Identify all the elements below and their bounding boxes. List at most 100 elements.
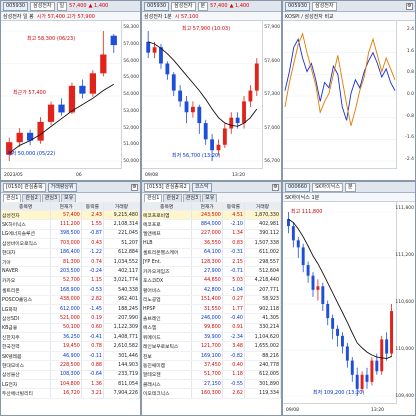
table-row[interactable]: 삼성SDI 521,000 0.19 207,990 [1,313,140,324]
settings-icon[interactable]: ⚙ [272,183,279,191]
percent-tick: 1.6 [406,48,414,54]
table-row[interactable]: HLB 36,550 0.83 1,507,338 [142,238,281,249]
table-row[interactable]: 에코프로 884,000 -2.10 402,981 [142,219,281,230]
volume-cell: 612,884 [103,248,140,258]
period-button[interactable]: 분 [344,182,356,192]
table-row[interactable]: 위메이드 39,900 -2.34 1,104,620 [142,332,281,343]
stock-code-input[interactable]: 005930 [3,1,29,11]
table-row[interactable]: 알테오젠 51,700 1.18 612,005 [142,370,281,381]
table-row[interactable]: 삼성물산 108,300 -0.64 233,719 [1,370,140,381]
change-rate-cell: -0.64 [81,370,104,381]
table-row[interactable]: 레인보우로보틱스 121,700 3.48 1,655,002 [142,341,281,352]
column-header[interactable]: 현재가 [191,202,223,211]
group-select[interactable]: 거래량상위 [47,182,77,192]
table-row[interactable]: LG에너지솔루션 398,500 -0.87 221,045 [1,229,140,240]
tab-watch-3[interactable]: 관심3 [182,194,202,202]
price-cell: 46,900 [50,351,82,362]
settings-icon[interactable]: ⚙ [131,183,138,191]
percent-axis: 2.4 1.6 0.8 0.0 -0.8 -1.6 -2.4 [396,21,415,169]
table-row[interactable]: LG화학 612,000 -1.45 188,245 [1,304,140,315]
column-header[interactable]: 등락률 [222,202,245,211]
tab-holdings[interactable]: 보유 [202,194,218,202]
table-row[interactable]: POSCO홀딩스 438,000 2.82 962,401 [1,295,140,305]
settings-icon[interactable]: ⚙ [406,2,413,10]
table-row[interactable]: 리노공업 151,400 0.27 58,923 [142,295,281,305]
change-rate-cell: 0.74 [81,257,104,268]
tab-watch-2[interactable]: 관심2 [163,194,182,202]
price-cell: 111,200 [50,219,82,230]
table-row[interactable]: SK하이닉스 111,200 1.55 2,108,314 [1,219,140,230]
table-row[interactable]: 동진쎄미켐 37,450 0.40 240,778 [142,360,281,371]
tab-watch-1[interactable]: 관심1 [144,194,163,202]
table-row[interactable]: 천보 169,100 -0.82 88,216 [142,351,281,362]
tab-watch-2[interactable]: 관심2 [22,194,41,202]
table-row[interactable]: SK텔레콤 46,900 -0.11 301,446 [1,351,140,362]
price-cell: 246,000 [191,313,223,324]
table-row[interactable]: 신한지주 36,250 -0.41 1,408,771 [1,332,140,343]
column-header[interactable]: 종목명 [1,202,52,211]
stock-name-cell: 두산에너빌리티 [1,388,52,399]
stock-name-cell: 셀트리온헬스케어 [142,248,193,258]
low-price-annotation: 최저 50,000 (05/22) [7,151,56,157]
tab-watch-3[interactable]: 관심3 [41,194,61,202]
stock-name-cell: 현대모비스 [1,360,52,371]
column-header[interactable]: 거래량 [244,202,281,211]
change-rate-cell: 2.15 [222,257,245,268]
change-rate-cell: -2.34 [222,332,245,343]
tab-watch-1[interactable]: 관심1 [3,194,22,202]
table-row[interactable]: HPSP 31,550 1.77 902,118 [142,304,281,315]
stock-name-cell: 삼성물산 [1,370,52,381]
period-button[interactable]: 일 [56,1,68,11]
tab-holdings[interactable]: 보유 [61,194,77,202]
stock-name-cell: 셀트리온 [1,285,52,296]
table-row[interactable]: 셀트리온 168,900 -0.53 540,338 [1,285,140,296]
price-cell: 203,500 [50,266,82,277]
stock-name-cell: 카카오 [1,276,52,287]
table-row[interactable]: 현대모비스 228,500 0.88 144,903 [1,360,140,371]
open-price-label: 시 57,100 [174,13,199,20]
column-header[interactable]: 현재가 [50,202,82,211]
stock-code-input[interactable]: 005930 [285,1,311,11]
table-row[interactable]: JYP Ent. 128,300 2.15 298,557 [142,257,281,268]
table-row[interactable]: 삼성전자 57,400 2.43 9,215,480 [1,210,140,221]
group-select[interactable]: 코스닥 [191,182,212,192]
table-row[interactable]: 에스엠 99,800 0.91 330,214 [142,323,281,334]
stock-code-input[interactable]: 005930 [144,1,170,11]
table-row[interactable]: 한국전력 19,450 0.78 2,610,582 [1,341,140,352]
table-row[interactable]: 펄어비스 42,800 -1.04 207,771 [142,285,281,296]
column-header[interactable]: 등락률 [81,202,104,211]
change-rate-cell: -0.24 [81,266,104,277]
price-cell: 228,500 [50,360,82,371]
price-tick: 56,000 [123,58,139,64]
stock-name-cell: 포스코DX [142,276,193,287]
table-row[interactable]: 포스코DX 44,650 5.03 4,218,440 [142,276,281,287]
table-row[interactable]: 에코프로비엠 243,500 4.51 1,870,330 [142,210,281,221]
stock-code-input[interactable]: 000660 [285,182,311,192]
table-row[interactable]: 엘앤에프 227,000 1.34 390,112 [142,229,281,240]
table-row[interactable]: 두산에너빌리티 16,720 3.21 7,904,226 [1,388,140,399]
table-row[interactable]: 삼성바이오로직스 703,000 0.43 51,207 [1,238,140,249]
candle-body [235,117,240,124]
table-row[interactable]: 현대차 186,400 -1.22 612,884 [1,248,140,258]
table-row[interactable]: 카카오 52,700 1.15 3,021,774 [1,276,140,287]
table-row[interactable]: KB금융 50,100 0.60 1,122,309 [1,323,140,334]
period-button[interactable]: 분 [197,1,209,11]
table-row[interactable]: 솔브레인 246,000 -0.40 41,305 [142,313,281,324]
chart-toolbar: 005930 삼성전자 일 57,400 ▲ 1,400 [1,1,140,12]
volume-cell: 207,771 [244,285,281,296]
table-row[interactable]: 셀트리온헬스케어 64,100 -0.31 611,002 [142,248,281,258]
table-row[interactable]: 기아 81,300 0.74 1,034,552 [1,257,140,268]
price-tick: 54,000 [123,92,139,97]
table-row[interactable]: 클래시스 27,150 -0.55 301,890 [142,379,281,390]
change-rate-cell: 0.60 [81,323,104,334]
stock-name-cell: LG에너지솔루션 [1,229,52,240]
table-row[interactable]: 카카오게임즈 27,900 -0.71 512,604 [142,266,281,277]
chart-toolbar: 005930 삼성전자 분 57,400 ▲ 1,400 [142,1,281,12]
volume-cell: 512,604 [244,266,281,277]
table-row[interactable]: LG전자 104,800 1.36 811,054 [1,379,140,390]
table-row[interactable]: 이오테크닉스 160,300 2.62 119,334 [142,388,281,399]
change-rate-cell: 3.21 [81,388,104,399]
column-header[interactable]: 종목명 [142,202,193,211]
table-row[interactable]: NAVER 203,500 -0.24 402,117 [1,266,140,277]
column-header[interactable]: 거래량 [103,202,140,211]
